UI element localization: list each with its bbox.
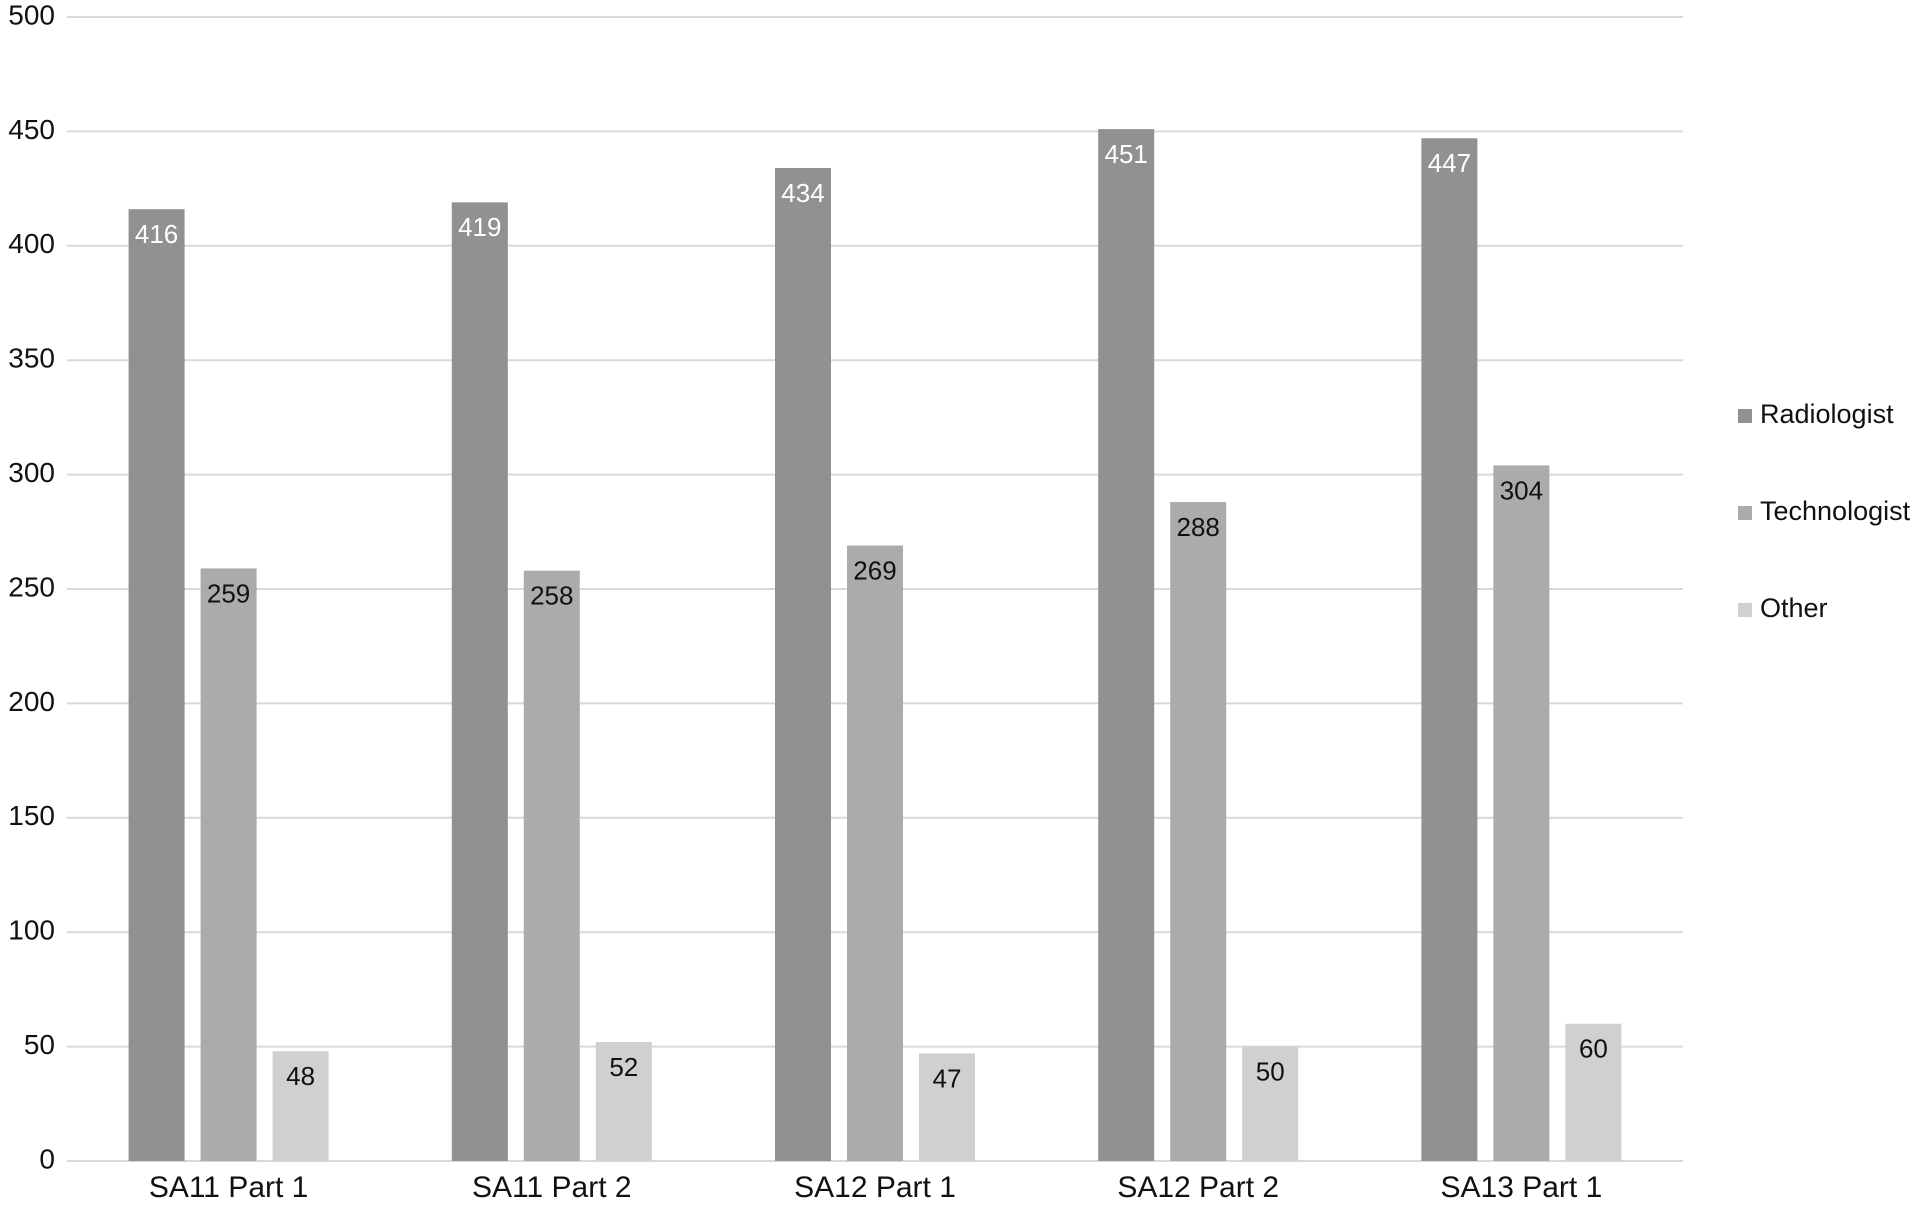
- bar: [775, 168, 831, 1161]
- x-tick-label: SA11 Part 2: [472, 1171, 632, 1204]
- y-tick-label: 150: [8, 800, 55, 831]
- x-tick-label: SA12 Part 1: [794, 1171, 956, 1204]
- y-tick-label: 350: [8, 343, 55, 374]
- bar: [451, 202, 508, 1161]
- bar: [272, 1051, 329, 1161]
- value-label: 258: [530, 581, 573, 611]
- x-tick-label: SA13 Part 1: [1441, 1171, 1603, 1204]
- y-tick-label: 450: [8, 114, 55, 145]
- legend-label: Technologist: [1760, 496, 1911, 526]
- y-tick-label: 50: [24, 1029, 55, 1060]
- value-label: 259: [207, 578, 250, 608]
- value-label: 60: [1579, 1034, 1608, 1064]
- bar: [847, 545, 903, 1161]
- x-tick-label: SA12 Part 2: [1117, 1171, 1279, 1204]
- value-label: 48: [286, 1061, 315, 1091]
- y-tick-label: 0: [39, 1143, 55, 1174]
- y-tick-label: 400: [8, 228, 55, 259]
- value-label: 416: [135, 219, 178, 249]
- legend-label: Radiologist: [1760, 399, 1894, 429]
- value-label: 419: [458, 212, 501, 242]
- y-tick-label: 500: [8, 0, 55, 30]
- bar: [595, 1042, 652, 1161]
- value-label: 434: [781, 178, 824, 208]
- bar: [1242, 1046, 1299, 1161]
- bar: [1565, 1023, 1622, 1161]
- bar: [200, 568, 257, 1161]
- x-tick-label: SA11 Part 1: [149, 1171, 309, 1204]
- legend-swatch: [1738, 506, 1752, 520]
- bar: [523, 570, 580, 1161]
- value-label: 451: [1105, 139, 1148, 169]
- y-tick-label: 300: [8, 457, 55, 488]
- value-label: 269: [853, 555, 896, 585]
- bar: [1493, 465, 1550, 1161]
- y-tick-label: 100: [8, 915, 55, 946]
- bar: [128, 209, 185, 1161]
- bar: [919, 1053, 975, 1161]
- legend-swatch: [1738, 603, 1752, 617]
- value-label: 50: [1256, 1056, 1285, 1086]
- value-label: 288: [1177, 512, 1220, 542]
- y-tick-label: 250: [8, 571, 55, 602]
- value-label: 47: [933, 1063, 962, 1093]
- legend-swatch: [1738, 409, 1752, 423]
- legend-label: Other: [1760, 593, 1828, 623]
- bar: [1421, 138, 1478, 1161]
- y-tick-label: 200: [8, 686, 55, 717]
- value-label: 52: [609, 1052, 638, 1082]
- bar: [1098, 129, 1155, 1161]
- bar: [1170, 502, 1227, 1161]
- value-label: 304: [1500, 475, 1543, 505]
- value-label: 447: [1428, 148, 1471, 178]
